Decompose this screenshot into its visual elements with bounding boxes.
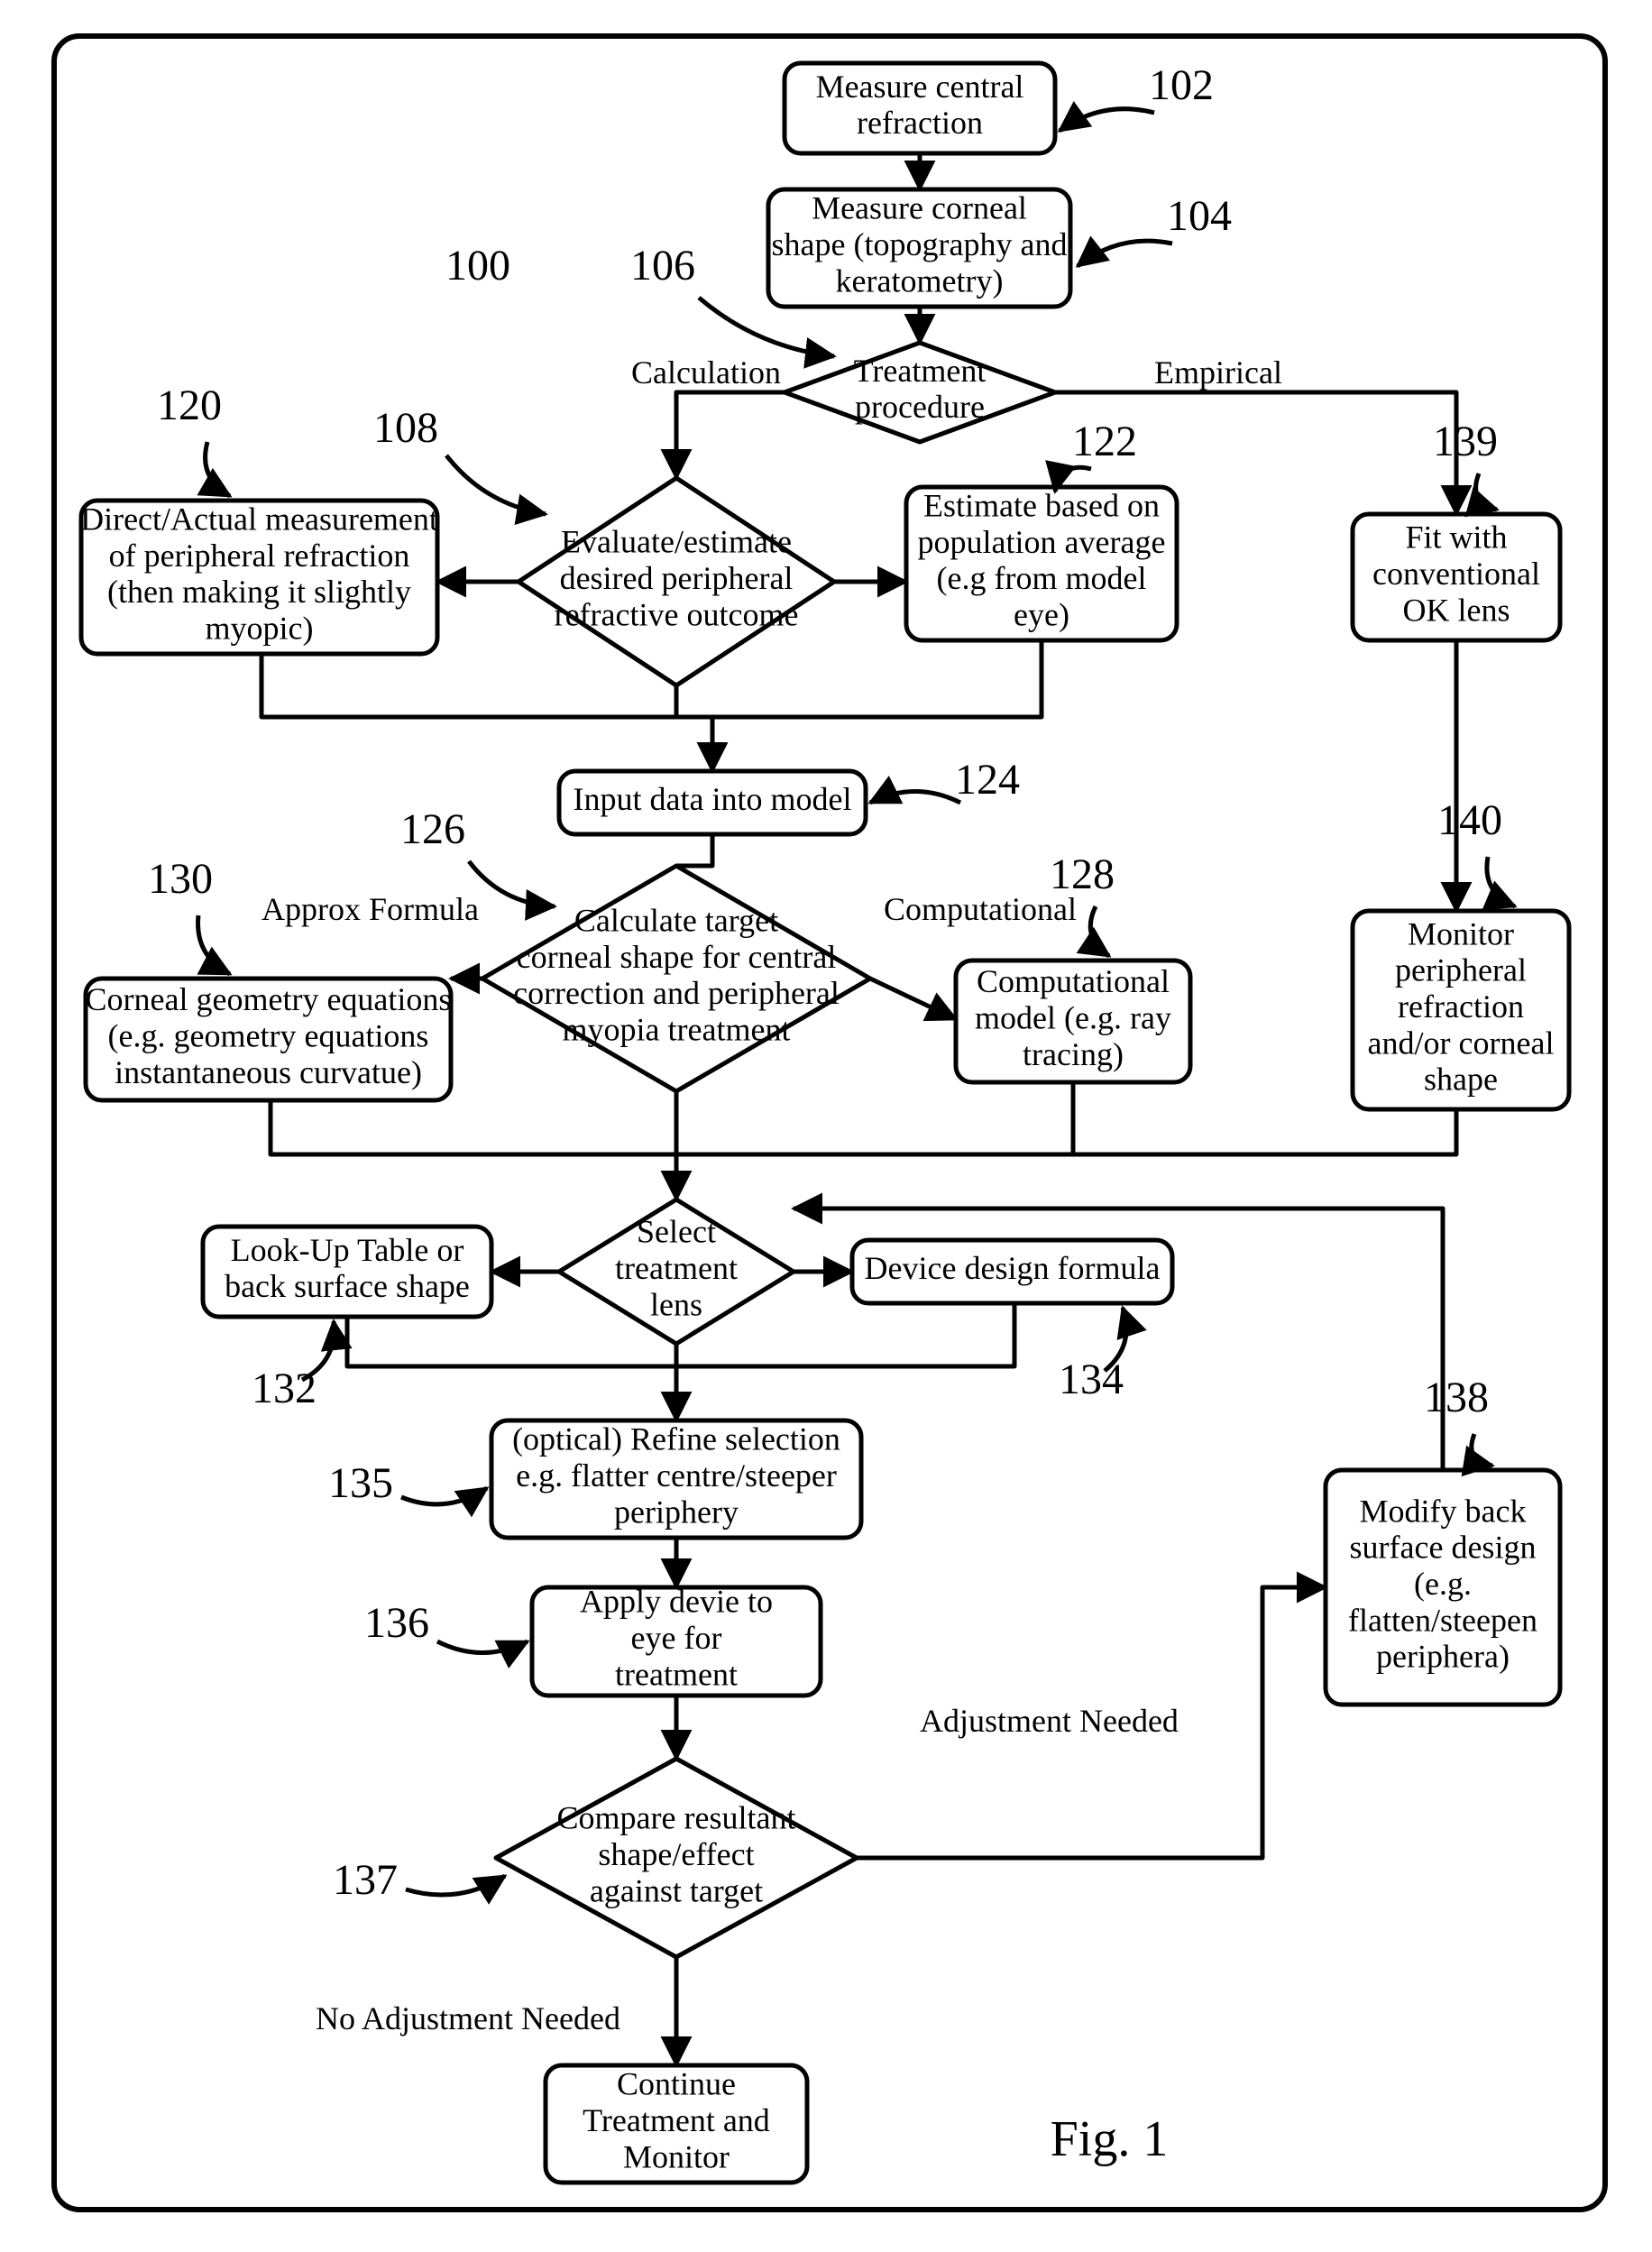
flowchart-figure: Calculation Empirical Approx Formula Comput… [0, 0, 1652, 2252]
callout-tail-120 [206, 442, 230, 496]
callout-tail-135 [401, 1488, 487, 1504]
callout-tail-126 [469, 861, 555, 906]
edge-14 [870, 979, 956, 1019]
node-text-n134: Device design formula [865, 1250, 1161, 1286]
node-text-n124: Input data into model [574, 781, 852, 817]
callout-ref-108: 108 [373, 404, 438, 452]
edge-16 [676, 1082, 1073, 1154]
callout-ref-100: 100 [445, 242, 510, 290]
callout-ref-134: 134 [1059, 1356, 1124, 1403]
edge-20 [347, 1317, 676, 1366]
edge-30 [1073, 1109, 1456, 1154]
edge-7 [712, 640, 1042, 717]
edge-6 [262, 654, 712, 771]
edge-label-2: Approx Formula [262, 891, 479, 927]
figure-label: Fig. 1 [1051, 2111, 1169, 2167]
callout-ref-138: 138 [1424, 1374, 1489, 1421]
callout-ref-124: 124 [955, 756, 1020, 804]
edge-label-3: Computational [884, 891, 1077, 927]
callout-ref-106: 106 [630, 242, 695, 290]
callout-ref-139: 139 [1433, 418, 1498, 465]
edge-2 [676, 392, 785, 478]
callout-ref-137: 137 [333, 1856, 398, 1904]
callout-tail-124 [870, 792, 960, 804]
callout-ref-128: 128 [1050, 850, 1115, 898]
node-text-n130: Corneal geometry equations(e.g. geometry… [86, 981, 452, 1090]
callout-tail-136 [437, 1641, 528, 1653]
edge-label-4: Adjustment Needed [920, 1703, 1179, 1739]
callout-tail-102 [1060, 109, 1154, 131]
callout-tail-138 [1472, 1434, 1492, 1466]
callout-tail-128 [1090, 906, 1109, 956]
callout-ref-104: 104 [1167, 192, 1232, 240]
callout-tail-108 [446, 455, 546, 514]
callout-ref-135: 135 [328, 1459, 393, 1507]
callout-tail-139 [1476, 473, 1497, 510]
callout-tail-104 [1078, 241, 1172, 266]
callout-tail-137 [406, 1876, 505, 1895]
callout-tail-140 [1487, 857, 1515, 906]
edge-9 [676, 834, 712, 866]
callout-ref-130: 130 [148, 855, 213, 903]
edge-8 [676, 685, 712, 717]
edge-label-1: Empirical [1154, 354, 1282, 391]
edge-15 [271, 1100, 676, 1200]
figure-border [54, 36, 1605, 2210]
node-text-n106: Treatmentprocedure [854, 353, 987, 425]
callout-ref-120: 120 [157, 381, 222, 429]
callout-tail-130 [198, 915, 230, 974]
callout-ref-126: 126 [400, 805, 465, 853]
callout-ref-140: 140 [1437, 796, 1502, 844]
node-text-n132: Look-Up Table orback surface shape [225, 1232, 470, 1304]
callout-ref-102: 102 [1149, 61, 1214, 109]
edge-label-5: No Adjustment Needed [316, 2000, 620, 2036]
callout-ref-122: 122 [1072, 418, 1137, 465]
edge-label-0: Calculation [631, 354, 781, 391]
node-text-n108: Evaluate/estimatedesired peripheralrefra… [555, 524, 799, 633]
callout-ref-132: 132 [252, 1365, 317, 1412]
callout-ref-136: 136 [364, 1599, 429, 1647]
